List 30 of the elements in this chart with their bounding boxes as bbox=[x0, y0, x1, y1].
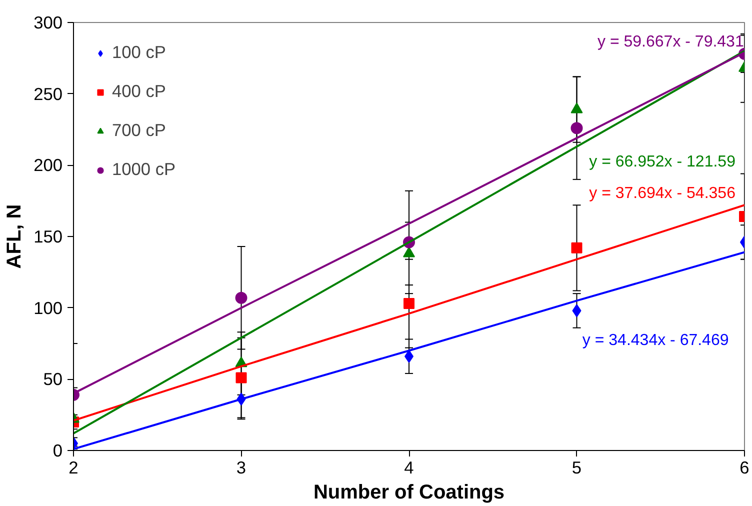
y-axis-title: AFL, N bbox=[4, 204, 26, 269]
point bbox=[403, 246, 415, 258]
annotation: y = 37.694x - 54.356 bbox=[589, 185, 736, 202]
x-tick-label: 2 bbox=[68, 458, 78, 478]
y-tick-label: 100 bbox=[34, 298, 63, 318]
x-axis-title: Number of Coatings bbox=[313, 482, 505, 504]
annotation: y = 66.952x - 121.59 bbox=[589, 153, 736, 170]
x-tick-label: 5 bbox=[572, 458, 582, 478]
annotation: y = 34.434x - 67.469 bbox=[582, 332, 729, 349]
legend-label: 100 cP bbox=[112, 42, 166, 63]
point bbox=[570, 122, 583, 134]
point bbox=[571, 242, 582, 254]
point bbox=[236, 372, 247, 384]
y-tick-label: 250 bbox=[34, 84, 63, 104]
y-tick-label: 300 bbox=[34, 12, 63, 32]
legend-label: 1000 cP bbox=[112, 159, 176, 180]
y-tick-label: 200 bbox=[34, 155, 63, 176]
y-tick-label: 50 bbox=[43, 369, 63, 390]
point bbox=[570, 102, 583, 114]
point bbox=[404, 298, 414, 310]
x-tick-label: 3 bbox=[236, 458, 246, 478]
y-tick-label: 0 bbox=[52, 440, 63, 460]
legend-label: 700 cP bbox=[112, 120, 166, 141]
x-tick-label: 4 bbox=[404, 458, 414, 478]
annotation: y = 59.667x - 79.431 bbox=[598, 33, 744, 50]
legend-label: 400 cP bbox=[112, 81, 166, 102]
x-tick-label: 6 bbox=[740, 458, 750, 478]
point bbox=[572, 304, 582, 318]
point bbox=[235, 292, 248, 304]
y-tick-label: 150 bbox=[34, 226, 63, 246]
